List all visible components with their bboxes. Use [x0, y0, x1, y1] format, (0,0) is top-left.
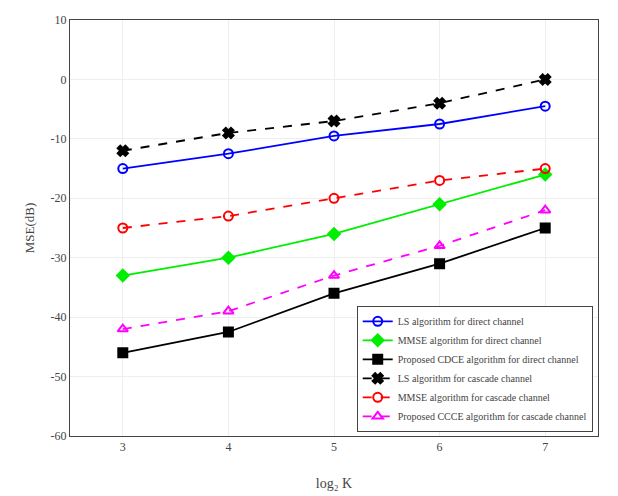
svg-text:LS algorithm for cascade chann: LS algorithm for cascade channel [398, 373, 533, 384]
svg-text:log₂ K: log₂ K [316, 476, 352, 491]
svg-text:4: 4 [225, 440, 231, 454]
svg-text:-40: -40 [51, 310, 67, 324]
svg-text:5: 5 [331, 440, 337, 454]
svg-text:-20: -20 [51, 191, 67, 205]
svg-text:LS algorithm for direct channe: LS algorithm for direct channel [398, 316, 524, 327]
svg-text:6: 6 [437, 440, 443, 454]
svg-text:-60: -60 [51, 429, 67, 443]
svg-text:Proposed CCCE algorithm for ca: Proposed CCCE algorithm for cascade chan… [398, 411, 587, 422]
svg-text:0: 0 [61, 73, 67, 87]
svg-text:Proposed CDCE algorithm for di: Proposed CDCE algorithm for direct chann… [398, 354, 579, 365]
svg-text:MSE(dB): MSE(dB) [22, 203, 37, 254]
svg-text:-30: -30 [51, 251, 67, 265]
svg-text:MMSE algorithm for direct chan: MMSE algorithm for direct channel [398, 335, 542, 346]
svg-text:3: 3 [120, 440, 126, 454]
svg-text:MMSE algorithm for cascade cha: MMSE algorithm for cascade channel [398, 392, 550, 403]
svg-text:-50: -50 [51, 370, 67, 384]
svg-text:-10: -10 [51, 132, 67, 146]
svg-text:7: 7 [542, 440, 548, 454]
svg-text:10: 10 [55, 13, 67, 27]
